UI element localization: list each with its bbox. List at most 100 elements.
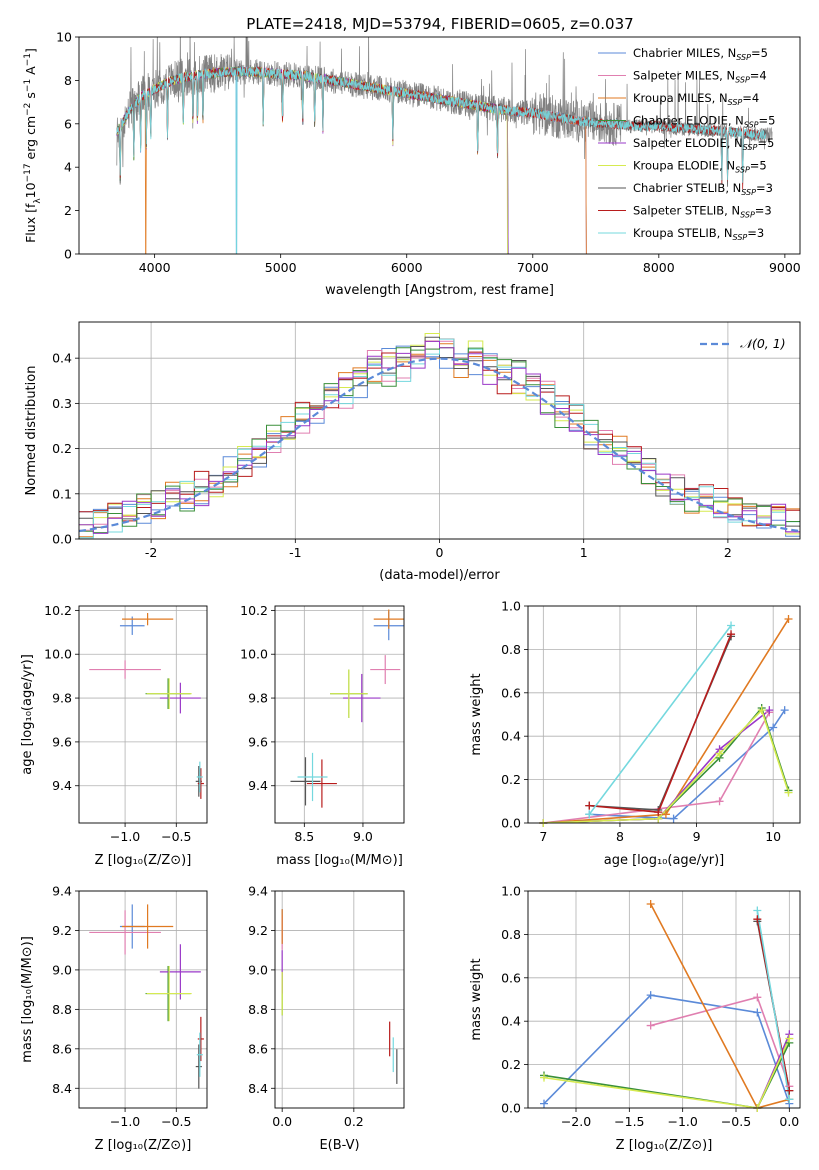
age_vs_Z-ytick-label: 9.8: [52, 691, 72, 706]
legend-label-tail: =4: [750, 69, 767, 83]
spectrum-ylabel-part: A: [23, 66, 38, 79]
legend-label: Salpeter ELODIE, NSSP=5: [633, 136, 774, 152]
weight_vs_Z-xtick-label: −0.5: [721, 1114, 751, 1129]
residuals-xlabel: (data-model)/error: [379, 568, 500, 583]
weight_vs_Z-plot-area: [543, 903, 791, 1108]
mass_vs_Z-ytick-label: 8.4: [52, 1081, 72, 1096]
age_vs_Z-ylabel: age [log₁₀(age/yr)]: [20, 654, 35, 775]
residuals-ytick-label: 0.3: [52, 396, 72, 411]
weight_vs_Z-series-line: [543, 994, 791, 1105]
age_vs_Z-ytick-label: 9.6: [52, 734, 72, 749]
age_vs_Z-xtick-label: −1.0: [110, 829, 140, 844]
spectrum-ylabel-part: s: [23, 92, 38, 103]
spectrum-xtick-label: 6000: [391, 260, 423, 275]
mass_vs_Z-ytick-label: 8.6: [52, 1041, 72, 1056]
mass_vs_Z-ylabel: mass [log₁₀(M/M⊙)]: [20, 936, 35, 1063]
weight_vs_Z-marker: [540, 1073, 548, 1082]
legend-label-main: Kroupa MILES, N: [633, 91, 728, 105]
legend-label-main: Chabrier ELODIE, N: [633, 114, 744, 128]
spectrum-ytick-label: 2: [64, 203, 72, 218]
spectrum-xtick-label: 4000: [139, 260, 171, 275]
weight_vs_Z-series-line: [543, 1042, 791, 1108]
residual-histogram: [79, 347, 800, 534]
weight_vs_age-series-line: [588, 625, 732, 815]
legend-label-tail: =3: [756, 181, 773, 195]
legend-label-main: Salpeter ELODIE, N: [633, 136, 743, 150]
residual-histogram: [79, 345, 800, 537]
spectrum-axes: 4000 5000 6000 7000 8000 9000 0 2 4 6 8 10 wavelengt…: [23, 30, 801, 299]
weight_vs_age-marker: [727, 621, 736, 630]
legend-label-tail: =3: [755, 204, 772, 218]
weight_vs_Z-marker: [753, 915, 762, 924]
weight_vs_age-marker: [784, 615, 793, 624]
age_vs_mass-xtick-label: 9.0: [353, 829, 373, 844]
spectrum-ylabel-part: −2: [23, 103, 33, 116]
mass_vs_ebv-plot-area: [281, 909, 398, 1084]
weight_vs_age-ylabel: mass weight: [469, 673, 484, 755]
weight_vs_age-ytick-label: 0.2: [501, 772, 521, 787]
age_vs_mass-xtick-label: 8.5: [294, 829, 314, 844]
spectrum-ytick-label: 4: [64, 160, 72, 175]
mass_vs_Z-plot-area: [89, 904, 204, 1089]
weight_vs_age-ytick-label: 0.0: [501, 816, 521, 831]
legend-label: Chabrier STELIB, NSSP=3: [633, 181, 773, 197]
legend-label: Chabrier ELODIE, NSSP=5: [633, 114, 775, 130]
age_vs_Z-ytick-label: 10.2: [44, 603, 72, 618]
figure-title: PLATE=2418, MJD=53794, FIBERID=0605, z=0…: [246, 15, 633, 33]
weight_vs_age-xtick-label: 7: [539, 829, 547, 844]
weight_vs_Z-marker: [540, 1099, 548, 1108]
legend-label-main: Salpeter MILES, N: [633, 69, 735, 83]
weight_vs_Z-ytick-label: 0.2: [501, 1057, 521, 1072]
residuals-ylabel: Normed distribution: [24, 366, 39, 496]
age_vs_mass-ytick-label: 10.0: [240, 647, 268, 662]
weight_vs_age-series-line: [543, 708, 790, 823]
weight_vs_age-series-line: [543, 706, 790, 823]
weight_vs_age-marker: [715, 797, 724, 806]
spectrum-ylabel-part: erg cm: [23, 116, 38, 164]
weight_vs_age-marker: [715, 749, 724, 758]
legend-label-tail: =5: [759, 114, 776, 128]
mass_vs_Z-xtick-label: −0.5: [161, 1114, 191, 1129]
spectrum-xtick-label: 8000: [643, 260, 675, 275]
residual-histogram: [79, 340, 800, 534]
age_vs_Z-ytick-label: 10.0: [44, 647, 72, 662]
spectrum-ytick-label: 0: [64, 247, 72, 262]
weight_vs_age-marker: [585, 801, 594, 810]
weight_vs_Z-xlabel: Z [log₁₀(Z/Z⊙)]: [616, 1138, 713, 1153]
residuals-ytick-label: 0.1: [52, 486, 72, 501]
weight_vs_Z-marker: [753, 993, 762, 1002]
mass_vs_Z-ytick-label: 9.0: [52, 962, 72, 977]
weight_vs_Z-marker: [785, 1095, 794, 1104]
weight_vs_age-series-line: [543, 711, 771, 823]
spectrum-xtick-label: 9000: [769, 260, 801, 275]
mass_vs_ebv-ytick-label: 8.8: [248, 1002, 268, 1017]
weight_vs_age-ytick-label: 0.8: [501, 642, 521, 657]
spectrum-ylabel-part: λ: [33, 198, 43, 204]
weight_vs_age-axes: 7 8 9 10 0.0 0.2 0.4 0.6 0.8 1.0 age [log₁₀(age/yr…: [469, 599, 801, 868]
weight_vs_Z-axes: −2.0 −1.5 −1.0 −0.5 0.0 0.0 0.2 0.4 0.6 0.8 1.0 Z […: [469, 884, 801, 1153]
weight_vs_Z-xtick-label: −2.0: [561, 1114, 591, 1129]
weight_vs_age-xtick-label: 10: [765, 829, 781, 844]
weight_vs_age-series-line: [543, 709, 770, 823]
weight_vs_Z-series-line: [649, 903, 790, 1108]
residuals-ytick-label: 0.2: [52, 441, 72, 456]
weight_vs_age-marker: [661, 810, 670, 819]
mass_vs_Z-frame: [78, 890, 208, 1109]
weight_vs_Z-ytick-label: 0.0: [501, 1101, 521, 1116]
legend-label-sub: SSP: [728, 98, 743, 107]
spectrum-xtick-label: 7000: [517, 260, 549, 275]
legend-label-tail: =5: [750, 159, 767, 173]
residuals-ytick-label: 0.4: [52, 351, 72, 366]
spectrum-ytick-label: 8: [64, 73, 72, 88]
mass_vs_ebv-ytick-label: 8.4: [248, 1081, 268, 1096]
legend-label: Kroupa STELIB, NSSP=3: [633, 226, 764, 242]
weight_vs_Z-series-line: [650, 996, 791, 1087]
weight_vs_Z-marker: [646, 1021, 655, 1030]
mass_vs_Z-xtick-label: −1.0: [110, 1114, 140, 1129]
weight_vs_age-marker: [654, 808, 663, 817]
weight_vs_age-ytick-label: 0.4: [501, 729, 521, 744]
legend-label-main: Chabrier STELIB, N: [633, 181, 741, 195]
normal-curve: [79, 357, 800, 533]
residuals-xtick-label: 1: [580, 545, 588, 560]
